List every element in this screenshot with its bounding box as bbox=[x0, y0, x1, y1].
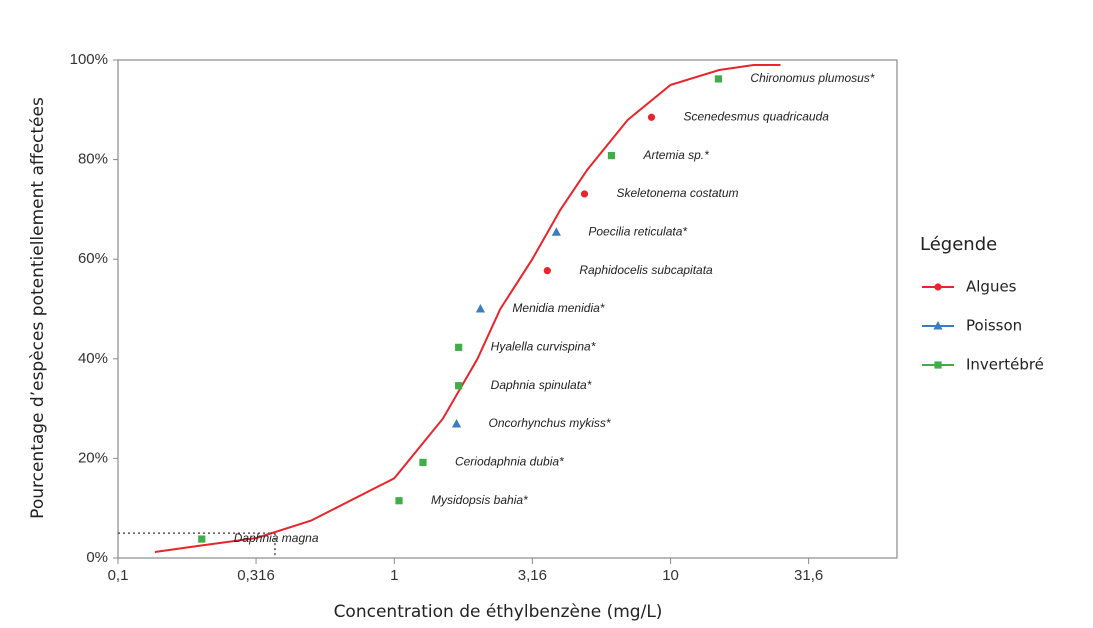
species-label: Daphnia magna bbox=[234, 531, 319, 545]
y-tick-label: 60% bbox=[78, 250, 108, 267]
data-point bbox=[551, 227, 561, 236]
x-tick-label: 3,16 bbox=[518, 567, 547, 584]
x-tick-label: 0,1 bbox=[108, 567, 129, 584]
species-label: Chironomus plumosus* bbox=[750, 71, 874, 85]
data-point bbox=[714, 75, 723, 83]
data-point bbox=[607, 152, 616, 160]
species-label: Mysidopsis bahia* bbox=[431, 493, 528, 507]
x-axis-title: Concentration de éthylbenzène (mg/L) bbox=[334, 602, 663, 622]
y-tick-label: 20% bbox=[78, 449, 108, 466]
species-label: Raphidocelis subcapitata bbox=[579, 263, 713, 277]
data-point bbox=[647, 113, 656, 121]
species-label: Hyalella curvispina* bbox=[491, 340, 596, 354]
legend-marker bbox=[934, 361, 942, 369]
y-tick-label: 100% bbox=[70, 51, 108, 68]
y-tick-label: 0% bbox=[86, 549, 108, 566]
legend-title: Légende bbox=[920, 234, 997, 255]
fitted-curve bbox=[154, 64, 781, 553]
species-label: Ceriodaphnia dubia* bbox=[455, 455, 564, 469]
y-tick-label: 80% bbox=[78, 151, 108, 168]
data-point bbox=[475, 304, 486, 313]
legend-label: Algues bbox=[966, 278, 1017, 296]
species-label: Skeletonema costatum bbox=[616, 186, 738, 200]
data-point bbox=[419, 458, 427, 466]
species-label: Poecilia reticulata* bbox=[588, 224, 687, 238]
x-tick-label: 1 bbox=[390, 567, 398, 584]
data-point bbox=[198, 535, 206, 543]
x-tick-label: 0,316 bbox=[237, 567, 275, 584]
x-tick-label: 10 bbox=[662, 567, 679, 584]
legend-marker bbox=[934, 283, 942, 291]
data-point bbox=[395, 497, 403, 505]
data-point bbox=[451, 419, 462, 428]
legend-label: Poisson bbox=[966, 317, 1022, 335]
legend-marker bbox=[933, 321, 943, 330]
data-point bbox=[455, 382, 463, 390]
data-point bbox=[543, 267, 551, 275]
y-tick-label: 40% bbox=[78, 350, 108, 367]
plot-frame bbox=[117, 59, 898, 559]
data-point bbox=[455, 343, 463, 351]
legend-label: Invertébré bbox=[966, 356, 1044, 374]
y-axis-title: Pourcentage d’espèces potentiellement af… bbox=[28, 97, 48, 519]
species-label: Oncorhynchus mykiss* bbox=[489, 416, 611, 430]
data-point bbox=[580, 190, 589, 198]
species-label: Daphnia spinulata* bbox=[491, 378, 592, 392]
species-label: Menidia menidia* bbox=[512, 301, 604, 315]
species-label: Scenedesmus quadricauda bbox=[683, 109, 829, 123]
x-tick-label: 31,6 bbox=[794, 567, 823, 584]
species-label: Artemia sp.* bbox=[642, 148, 709, 162]
